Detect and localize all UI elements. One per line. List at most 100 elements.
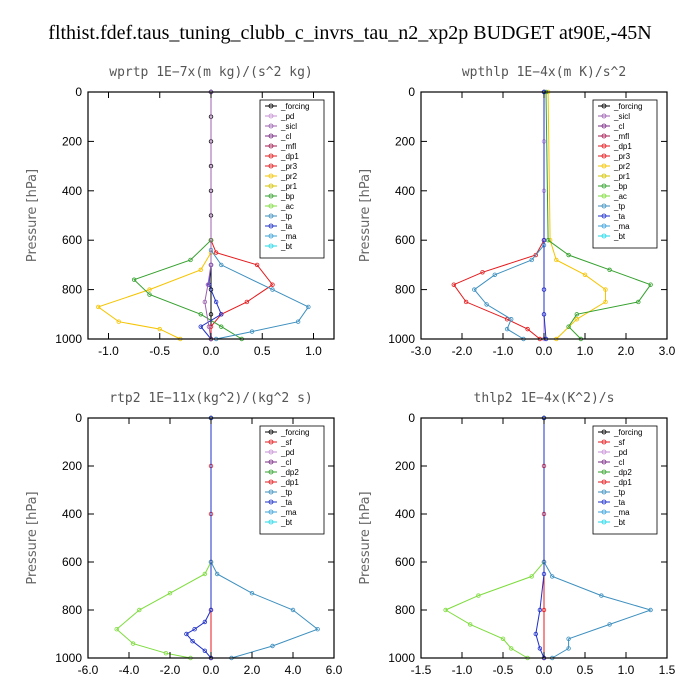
data-point-pd	[208, 262, 214, 268]
series-line-dp1	[444, 418, 545, 659]
legend-label: _cl	[613, 122, 624, 131]
legend-marker	[601, 223, 607, 229]
y-tick-label: 400	[395, 507, 415, 521]
series-line-ta	[543, 92, 547, 340]
legend-label: _ma	[613, 222, 630, 231]
legend-label: _pr3	[613, 152, 631, 161]
panel-title: wpthlp 1E−4x(m K)/s^2	[462, 65, 626, 80]
data-point-bp	[545, 237, 551, 243]
y-tick-label: 400	[395, 184, 415, 198]
data-point-dp1	[254, 262, 260, 268]
data-point-bp	[636, 299, 641, 305]
data-point-dp1	[504, 317, 510, 322]
x-tick-label: -1.0	[493, 344, 514, 358]
legend-marker	[601, 499, 607, 505]
data-point-ta	[219, 312, 224, 317]
y-tick-label: 600	[62, 555, 82, 569]
data-point-pr2	[603, 287, 608, 292]
legend-marker	[601, 429, 607, 435]
x-tick-label: 1.0	[618, 663, 635, 677]
legend-marker	[601, 203, 607, 209]
y-tick-label: 0	[408, 411, 415, 425]
legend-marker	[601, 123, 607, 129]
data-point-tp	[249, 329, 255, 334]
x-tick-label: 3.0	[659, 344, 676, 358]
data-point-dp1	[451, 282, 456, 287]
legend-marker	[601, 519, 607, 525]
data-point-pr2	[198, 267, 203, 273]
y-tick-label: 0	[408, 85, 415, 99]
legend-label: _pr1	[613, 172, 631, 181]
data-point-bp	[188, 257, 193, 263]
legend-label: _bt	[280, 518, 293, 527]
data-point-pr2	[147, 287, 152, 292]
data-point-dp1	[529, 574, 534, 579]
data-point-dp1	[443, 607, 448, 613]
legend-label: _forcing	[613, 428, 642, 437]
series-line-bp	[545, 91, 652, 340]
data-point-tp	[550, 574, 555, 579]
data-point-tp	[492, 272, 497, 277]
legend-label: _ma	[280, 508, 297, 517]
series-line-pd	[204, 92, 212, 340]
legend-marker	[268, 233, 274, 239]
legend-label: _ac	[613, 192, 627, 201]
legend-label: _dp1	[613, 478, 632, 487]
panel-title: thlp2 1E−4x(K^2)/s	[474, 391, 615, 406]
panel-wprtp: wprtp 1E−7x(m kg)/(s^2 kg) Pressure [hPa]…	[25, 65, 335, 358]
legend-marker	[601, 449, 607, 455]
data-point-bp	[147, 292, 152, 297]
legend-marker	[268, 449, 274, 455]
data-point-pr2	[96, 304, 101, 310]
data-point-tp	[295, 319, 301, 324]
legend-label: _cl	[280, 132, 291, 141]
y-tick-label: 400	[62, 507, 82, 521]
legend-marker	[601, 459, 607, 465]
legend-marker	[268, 479, 274, 485]
data-point-dp1	[244, 299, 250, 305]
y-tick-label: 800	[395, 283, 415, 297]
legend-marker	[268, 223, 274, 229]
y-tick-label: 1000	[388, 332, 415, 346]
data-point-tp	[504, 326, 510, 332]
series-line-pr2	[97, 92, 212, 340]
y-tick-label: 600	[395, 233, 415, 247]
legend-marker	[268, 429, 274, 435]
data-point-bp	[566, 324, 571, 329]
x-tick-label: 4.0	[285, 663, 302, 677]
data-point-bp	[131, 277, 137, 282]
data-point-pr2	[554, 257, 559, 263]
data-point-ta	[213, 299, 219, 305]
data-point-forcing	[208, 287, 214, 292]
legend-label: _bp	[613, 182, 628, 191]
legend-marker	[601, 489, 607, 495]
legend-marker	[268, 103, 274, 109]
series-line-pr2	[547, 91, 606, 340]
legend-marker	[268, 509, 274, 515]
legend-marker	[268, 439, 274, 445]
legend-marker	[601, 509, 607, 515]
legend-label: _dp1	[280, 152, 299, 161]
x-tick-label: 1.0	[577, 344, 594, 358]
legend-label: _pd	[280, 448, 294, 457]
legend-label: _ta	[613, 212, 626, 221]
x-tick-label: 6.0	[326, 663, 343, 677]
data-point-tp	[270, 287, 275, 292]
y-axis-label: Pressure [hPa]	[25, 491, 40, 584]
x-tick-label: -1.0	[452, 663, 473, 677]
data-point-dp1	[114, 627, 119, 632]
data-point-dp1	[500, 636, 506, 641]
data-point-tp	[607, 622, 612, 627]
legend-marker	[268, 193, 274, 199]
data-point-dp1	[533, 252, 538, 258]
y-tick-label: 600	[395, 555, 415, 569]
legend-marker	[268, 243, 274, 249]
legend-marker	[268, 143, 274, 149]
legend-label: _dp1	[613, 142, 632, 151]
y-axis-label: Pressure [hPa]	[358, 169, 373, 262]
legend-marker	[268, 123, 274, 129]
data-point-dp1	[468, 622, 473, 627]
series-line-bp	[133, 92, 243, 340]
legend-marker	[268, 203, 274, 209]
